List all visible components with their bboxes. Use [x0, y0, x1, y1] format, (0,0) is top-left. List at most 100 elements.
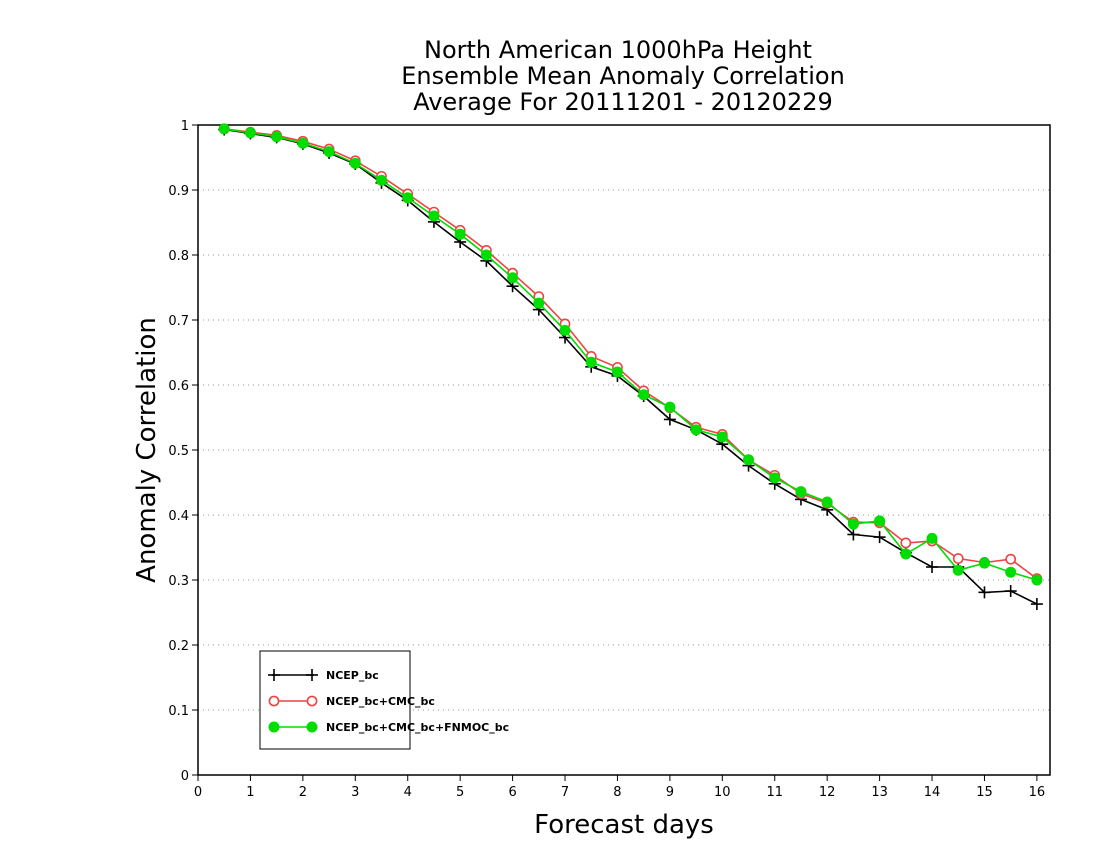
x-tick-label: 16 — [1029, 785, 1046, 800]
legend: NCEP_bc NCEP_bc+CMC_bc NCEP_bc+CMC_bc+FNMO… — [259, 650, 509, 750]
x-tick-label: 0 — [194, 785, 202, 800]
series-3-point — [323, 146, 335, 158]
plot-series — [218, 123, 1043, 611]
series-3-point — [376, 174, 388, 186]
series-1-point — [873, 531, 886, 544]
series-3-point — [769, 472, 781, 484]
y-tick-label: 0.3 — [168, 574, 189, 589]
series-3-point — [874, 515, 886, 527]
y-tick-label: 0.5 — [168, 444, 189, 459]
title-line-2: Ensemble Mean Anomaly Correlation — [401, 62, 845, 90]
series-3-point — [585, 356, 597, 368]
series-3-point — [664, 401, 676, 413]
chart-title: North American 1000hPa Height Ensemble M… — [401, 36, 845, 116]
title-line-1: North American 1000hPa Height — [424, 36, 812, 64]
series-3-point — [480, 249, 492, 261]
series-1-point — [1004, 585, 1017, 598]
series-2-point — [952, 553, 964, 564]
series-1-point — [1030, 598, 1043, 611]
series-2 — [218, 123, 1043, 585]
legend-label: NCEP_bc+CMC_bc — [326, 695, 435, 708]
legend-marker-left — [268, 669, 280, 681]
series-3-point — [297, 137, 309, 149]
x-tick-label: 15 — [976, 785, 993, 800]
x-tick-label: 8 — [613, 785, 621, 800]
series-3-point — [743, 454, 755, 466]
y-tick-label: 0.9 — [168, 184, 189, 199]
series-3-point — [638, 389, 650, 401]
series-3-point — [847, 518, 859, 530]
legend-marker-left — [268, 721, 280, 733]
x-tick-label: 3 — [351, 785, 359, 800]
x-tick-label: 12 — [819, 785, 836, 800]
y-tick-label: 0.1 — [168, 704, 189, 719]
legend-item-2: NCEP_bc+CMC_bc — [268, 695, 435, 708]
series-1-line — [224, 128, 1038, 605]
x-tick-label: 5 — [456, 785, 464, 800]
series-3-point — [926, 532, 938, 544]
title-line-3: Average For 20111201 - 20120229 — [413, 88, 833, 116]
y-tick-label: 0.4 — [168, 509, 189, 524]
series-3-point — [1031, 574, 1043, 586]
series-1 — [218, 123, 1043, 611]
series-3-point — [978, 557, 990, 569]
x-tick-label: 1 — [246, 785, 254, 800]
axes: 00.10.20.30.40.50.60.70.80.910 1 2 3 4 5 6 7 8 9 1… — [168, 119, 1051, 800]
series-1-point — [926, 561, 939, 573]
legend-item-3: NCEP_bc+CMC_bc+FNMOC_bc — [268, 721, 509, 734]
x-tick-label: 9 — [666, 785, 674, 800]
legend-item-1: NCEP_bc — [268, 669, 379, 682]
series-3-point — [559, 324, 571, 336]
legend-label: NCEP_bc — [326, 669, 379, 682]
x-tick-label: 14 — [924, 785, 941, 800]
series-3 — [218, 123, 1043, 586]
x-tick-label: 6 — [508, 785, 516, 800]
series-3-point — [795, 486, 807, 498]
x-tick-label: 4 — [404, 785, 412, 800]
x-tick-label: 2 — [299, 785, 307, 800]
y-tick-label: 0.8 — [168, 249, 189, 264]
gridlines — [198, 189, 1050, 711]
legend-label: NCEP_bc+CMC_bc+FNMOC_bc — [326, 721, 509, 734]
series-3-point — [611, 366, 623, 378]
series-3-point — [454, 228, 466, 240]
series-2-point — [1005, 553, 1017, 565]
series-1-point — [847, 528, 860, 541]
series-2-line — [224, 128, 1038, 580]
series-3-point — [244, 127, 256, 139]
series-3-point — [690, 424, 702, 436]
series-3-point — [402, 192, 414, 204]
y-tick-label: 0.7 — [168, 314, 189, 329]
legend-box — [259, 650, 411, 750]
y-tick-label: 0.2 — [168, 639, 189, 654]
series-3-point — [821, 496, 833, 508]
series-1-point — [663, 413, 676, 426]
series-3-point — [900, 548, 912, 560]
y-tick-label: 1 — [181, 119, 189, 134]
x-tick-label: 10 — [714, 785, 731, 800]
series-3-point — [271, 131, 283, 143]
series-3-point — [952, 564, 964, 576]
series-2-point — [900, 537, 912, 549]
legend-marker-right — [306, 695, 318, 707]
y-tick-label: 0 — [181, 769, 189, 784]
series-3-line — [224, 128, 1038, 581]
x-tick-label: 11 — [766, 785, 783, 800]
series-3-point — [218, 123, 230, 135]
series-3-point — [507, 272, 519, 284]
legend-marker-right — [306, 669, 318, 681]
x-axis-title: Forecast days — [534, 810, 714, 840]
legend-marker-left — [268, 695, 280, 707]
series-3-point — [1005, 566, 1017, 578]
x-tick-label: 13 — [871, 785, 888, 800]
y-axis-title: Anomaly Correlation — [132, 317, 162, 583]
series-3-point — [533, 297, 545, 309]
series-1-point — [978, 586, 991, 599]
x-tick-label: 7 — [561, 785, 569, 800]
y-tick-label: 0.6 — [168, 379, 189, 394]
series-3-point — [716, 431, 728, 443]
series-3-point — [428, 210, 440, 222]
legend-marker-right — [306, 721, 318, 733]
series-3-point — [349, 157, 361, 169]
